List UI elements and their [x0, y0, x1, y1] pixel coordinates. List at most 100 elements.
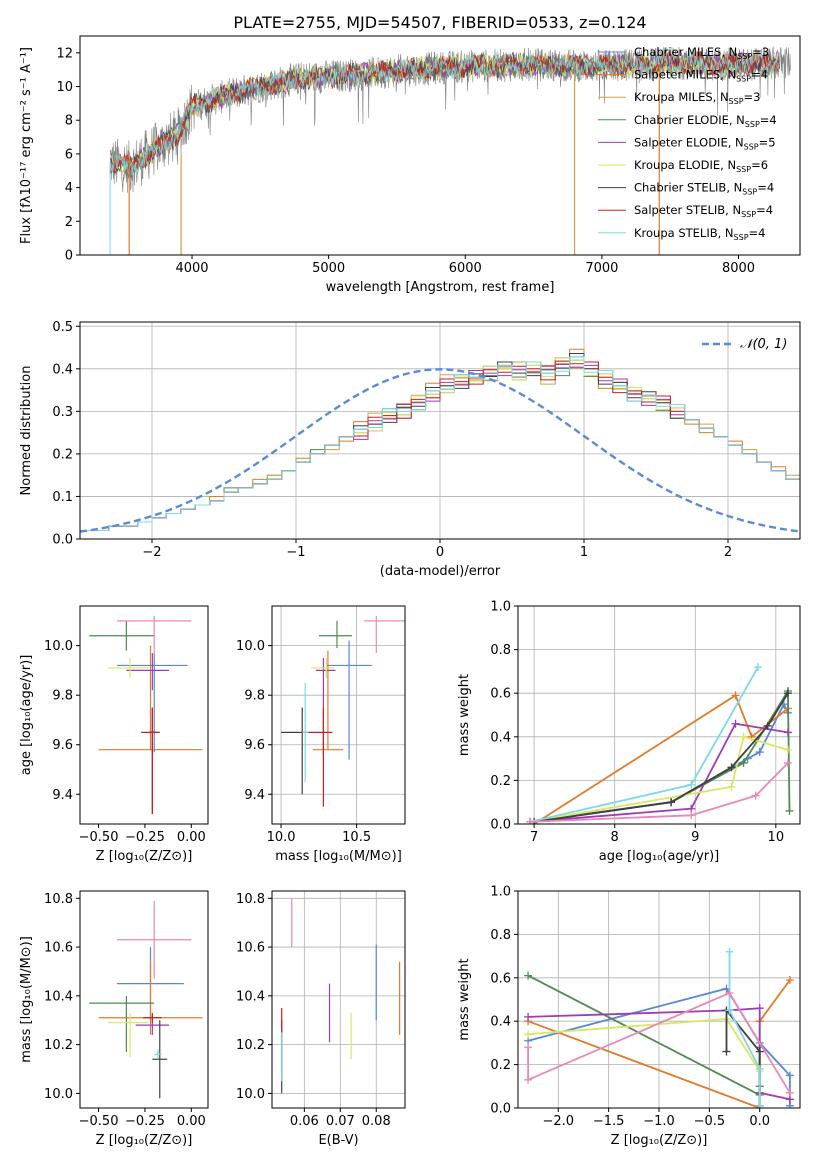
axes-frame: [79, 35, 801, 256]
y-tick-label: 0.6: [490, 971, 511, 986]
x-tick-label: 0: [436, 545, 444, 560]
legend-label: Salpeter ELODIE, NSSP=5: [634, 135, 776, 151]
y-tick-label: 0.4: [490, 1015, 511, 1030]
x-tick-label: −0.50: [79, 830, 119, 845]
y-axis-label: mass [log₁₀(M/M⊙)]: [19, 936, 34, 1063]
legend-suffix: =4: [760, 113, 777, 127]
y-tick-label: 0.8: [490, 928, 511, 943]
weight-marker: [722, 1047, 731, 1056]
weight-line: [533, 694, 789, 824]
y-axis-label: mass weight: [457, 958, 472, 1040]
weight-marker: [687, 811, 696, 820]
legend-suffix: =3: [752, 45, 769, 59]
model-spectrum-line: [109, 50, 780, 174]
weight-marker: [785, 1071, 794, 1080]
legend-label: Chabrier ELODIE, NSSP=4: [634, 113, 777, 129]
y-tick-label: 10.4: [236, 989, 265, 1004]
plot-area: [80, 348, 800, 533]
weight-marker: [751, 791, 760, 800]
residual_histogram-panel: −2 −1 0 1 2 0.0 0.1 0.2 0.3 0.4 0.5 (data-model)/er…: [19, 320, 801, 579]
weight-marker: [739, 732, 748, 741]
y-tick-label: 10.0: [44, 639, 73, 654]
legend-label: Chabrier STELIB, NSSP=4: [634, 181, 774, 197]
weight-marker: [667, 798, 676, 807]
y-axis-label: Normed distribution: [19, 366, 34, 496]
weight-marker: [783, 745, 792, 754]
y-tick-label: 0.5: [52, 320, 73, 335]
x-axis-label: Z [log₁₀(Z/Z⊙)]: [611, 1133, 708, 1148]
plot-area: [89, 615, 203, 815]
y-tick-label: 0.0: [490, 1102, 511, 1117]
y-tick-label: 9.8: [52, 689, 73, 704]
y-tick-label: 10.2: [44, 1038, 73, 1053]
legend-label: Chabrier MILES, NSSP=3: [634, 45, 769, 61]
x-tick-label: −0.25: [125, 830, 165, 845]
legend-label: Salpeter MILES, NSSP=4: [634, 68, 768, 84]
weight-line: [528, 1018, 761, 1106]
y-tick-label: 2: [65, 215, 73, 230]
figure-title: PLATE=2755, MJD=54507, FIBERID=0533, z=0…: [233, 13, 646, 32]
y-tick-label: 10.8: [44, 892, 73, 907]
mass_vs_EBV-panel: 0.06 0.07 0.08 10.0 10.2 10.4 10.6 10.8 E(B-V): [236, 890, 406, 1148]
y-tick-label: 1.0: [490, 885, 511, 900]
x-axis-label: (data-model)/error: [380, 564, 501, 579]
weight-marker: [725, 1006, 734, 1015]
legend-suffix: =4: [751, 68, 768, 82]
x-tick-label: 0.00: [177, 1114, 206, 1129]
legend-label: 𝒩(0, 1): [740, 337, 787, 352]
weight-line: [728, 951, 761, 1106]
weight-marker: [524, 1012, 533, 1021]
legend-subscript: SSP: [745, 120, 760, 129]
axes-frame: [79, 605, 209, 825]
x-tick-label: 8000: [722, 261, 755, 276]
x-tick-label: −1.5: [593, 1114, 625, 1129]
spectrum-panel: 4000 5000 6000 7000 8000 0 2 4 6 8 10 12 wavelength …: [19, 35, 801, 295]
y-tick-label: 10.4: [44, 989, 73, 1004]
y-tick-label: 0.0: [52, 533, 73, 548]
model-spectrum-line: [109, 51, 780, 174]
histogram-step: [80, 360, 800, 531]
histogram-step: [80, 348, 800, 531]
legend-label: Salpeter STELIB, NSSP=4: [634, 203, 773, 219]
x-tick-label: 0.00: [177, 830, 206, 845]
x-tick-label: 4000: [175, 261, 208, 276]
x-tick-label: 0.0: [749, 1114, 770, 1129]
panels: 4000 5000 6000 7000 8000024681012wavelength …: [19, 35, 801, 1148]
y-tick-label: 0.2: [490, 1058, 511, 1073]
weight-marker: [725, 988, 734, 997]
x-tick-label: 1: [580, 545, 588, 560]
y-tick-label: 10.6: [236, 941, 265, 956]
weight-marker: [755, 1047, 764, 1056]
weight-marker: [687, 780, 696, 789]
x-tick-label: −1: [286, 545, 305, 560]
y-axis-label: Flux [fλ10⁻¹⁷ erg cm⁻² s⁻¹ A⁻¹]: [19, 47, 34, 244]
y-tick-label: 0.3: [52, 405, 73, 420]
legend-suffix: =6: [751, 158, 768, 172]
x-axis-label: wavelength [Angstrom, rest frame]: [326, 280, 555, 295]
grid: [518, 890, 800, 1109]
legend-subscript: SSP: [729, 97, 744, 106]
weight-marker: [754, 663, 763, 672]
x-tick-label: −2.0: [542, 1114, 574, 1129]
axes-frame: [517, 605, 801, 825]
legend: Chabrier MILES, NSSP=3 Salpeter MILES, NS…: [598, 45, 777, 242]
x-tick-label: 10.0: [267, 830, 296, 845]
y-tick-label: 9.8: [244, 689, 265, 704]
legend-subscript: SSP: [742, 188, 757, 197]
legend-subscript: SSP: [737, 52, 752, 61]
weight-marker: [727, 763, 736, 772]
x-tick-label: −0.5: [694, 1114, 726, 1129]
model-spectrum-line: [109, 50, 780, 176]
y-axis-label: age [log₁₀(age/yr)]: [19, 655, 34, 776]
weight-line: [527, 991, 791, 1094]
legend-suffix: =3: [744, 90, 761, 104]
histogram-step: [80, 356, 800, 531]
y-tick-label: 10.0: [236, 1087, 265, 1102]
legend-suffix: =4: [757, 181, 774, 195]
x-axis-label: Z [log₁₀(Z/Z⊙)]: [96, 849, 193, 864]
x-tick-label: −1.0: [643, 1114, 675, 1129]
weight-marker: [785, 806, 794, 815]
x-tick-label: −0.25: [125, 1114, 165, 1129]
legend-subscript: SSP: [736, 75, 751, 84]
grid: [272, 606, 405, 824]
